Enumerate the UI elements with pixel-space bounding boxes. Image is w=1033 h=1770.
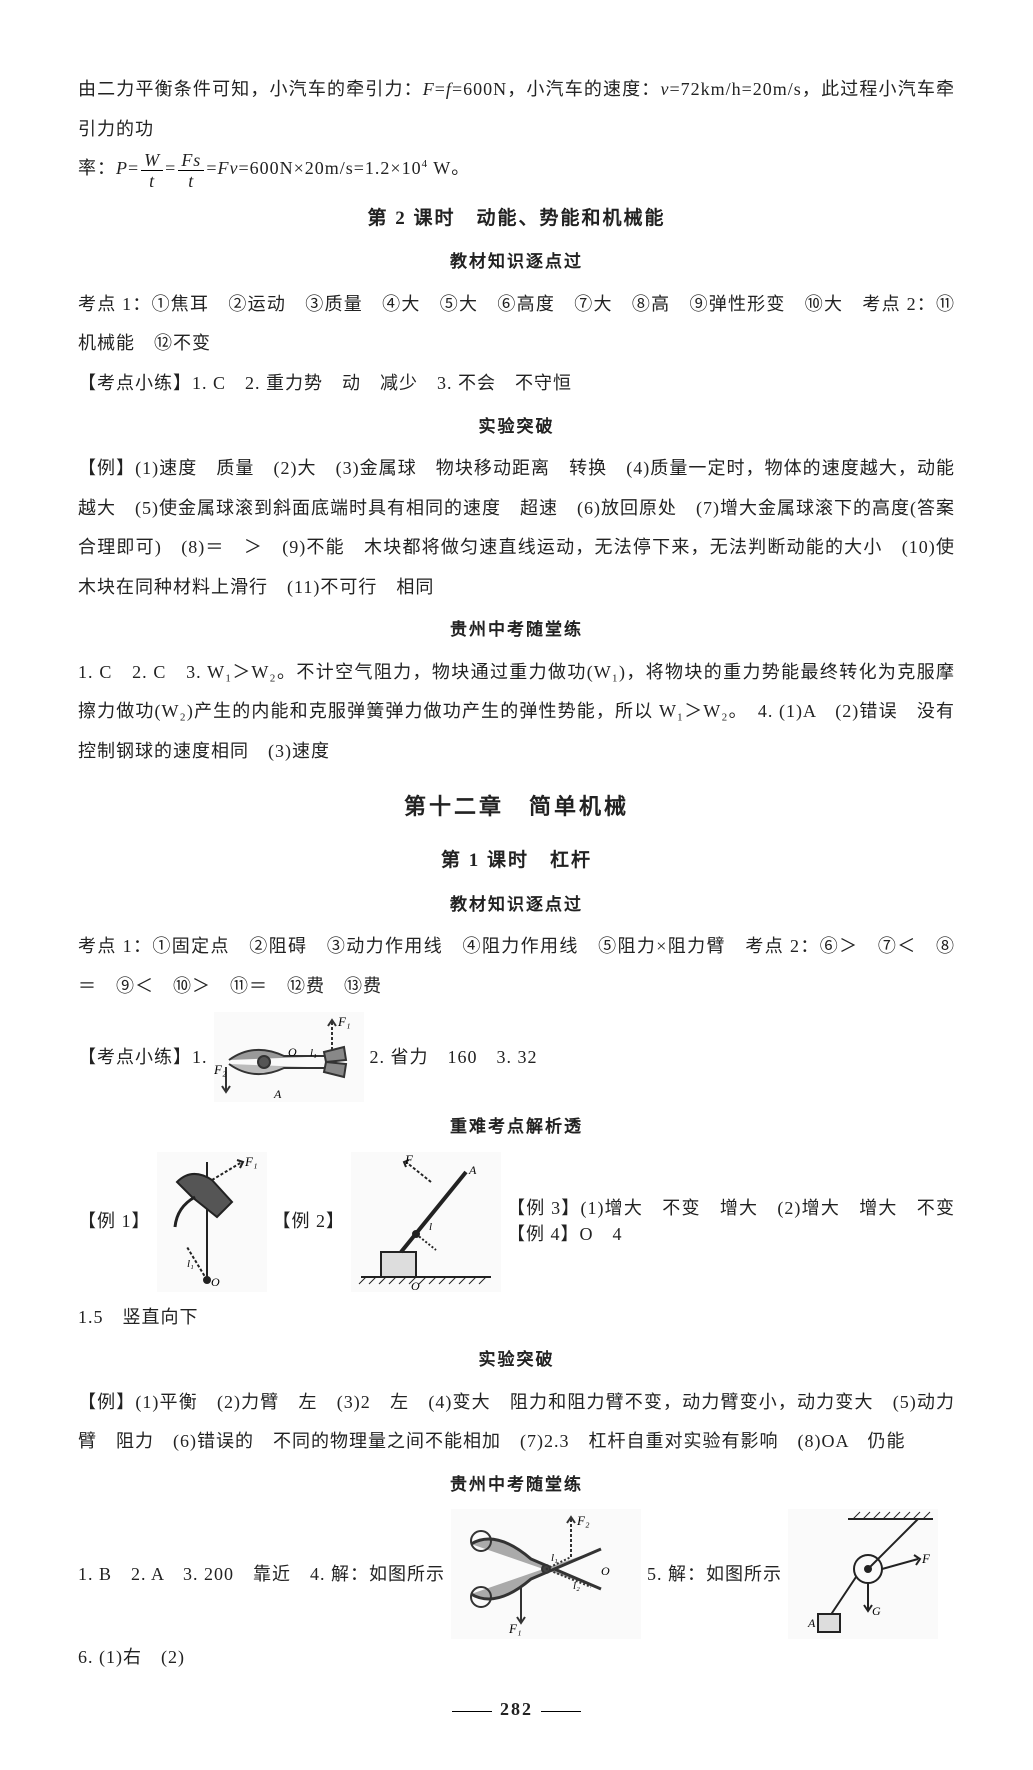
sc-F2: F₂ [576, 1513, 590, 1528]
sym-F: F [423, 79, 435, 99]
sec2-li: 【例】(1)速度 质量 (2)大 (3)金属球 物块移动距离 转换 (4)质量一… [78, 449, 955, 607]
crowbar-figure: F A l O [351, 1152, 501, 1292]
eq2: = [128, 158, 139, 178]
ch12-kd: 考点 1：①固定点 ②阻碍 ③动力作用线 ④阻力作用线 ⑤阻力×阻力臂 考点 2… [78, 927, 955, 1006]
fraction-Fs-t: Fst [178, 151, 204, 190]
gz-b: 5. 解：如图所示 [647, 1562, 782, 1587]
crowbar-A: A [468, 1163, 477, 1177]
sec2-title: 第 2 课时 动能、势能和机械能 [78, 198, 955, 240]
ch12-sub2: 重难考点解析透 [78, 1108, 955, 1145]
hammer-l1: l₁ [187, 1258, 194, 1270]
sc-l2: l₂ [573, 1580, 580, 1592]
sc-l1: l₁ [551, 1552, 558, 1564]
pulley-figure: F G A [788, 1509, 938, 1639]
crowbar-O: O [411, 1279, 420, 1292]
sec2-sub1: 教材知识逐点过 [78, 243, 955, 280]
pulley-F: F [921, 1551, 931, 1566]
intro-paragraph: 由二力平衡条件可知，小汽车的牵引力：F=f=600N，小汽车的速度：v=72km… [78, 70, 955, 149]
ex-tail: 1.5 竖直向下 [78, 1298, 955, 1338]
intro-text-1b: =600N，小汽车的速度： [452, 79, 661, 99]
ex1-label: 【例 1】 [78, 1209, 151, 1234]
frac2-den: t [178, 171, 204, 190]
intro-formula-line: 率：P=Wt=Fst=Fv=600N×20m/s=1.2×104 W。 [78, 149, 955, 189]
ch12-sub3: 实验突破 [78, 1341, 955, 1378]
sec2-gz: 1. C 2. C 3. W₁＞W₂。不计空气阻力，物块通过重力做功(W₁)，将… [78, 653, 955, 772]
pliers-figure: F₁ F₂ O l₁ A [214, 1012, 364, 1102]
intro-text-2a: 率： [78, 158, 116, 178]
hammer-O: O [211, 1275, 220, 1289]
page-number: 282 [78, 1690, 955, 1730]
ch12-sub1: 教材知识逐点过 [78, 886, 955, 923]
hammer-figure: F₁ O l₁ [157, 1152, 267, 1292]
kdxl-pre: 【考点小练】1. [78, 1045, 208, 1070]
frac1-num: W [141, 151, 163, 171]
pulley-G: G [872, 1604, 881, 1618]
crowbar-F: F [404, 1152, 414, 1167]
frac1-den: t [141, 171, 163, 190]
ch12-sy: 【例】(1)平衡 (2)力臂 左 (3)2 左 (4)变大 阻力和阻力臂不变，动… [78, 1383, 955, 1462]
sym-P: P [116, 158, 128, 178]
fraction-W-t: Wt [141, 151, 163, 190]
sec2-kd1: 考点 1：①焦耳 ②运动 ③质量 ④大 ⑤大 ⑥高度 ⑦大 ⑧高 ⑨弹性形变 ⑩… [78, 285, 955, 364]
ex34-text: 【例 3】(1)增大 不变 增大 (2)增大 增大 不变 【例 4】O 4 [507, 1196, 955, 1246]
gz-a: 1. B 2. A 3. 200 靠近 4. 解：如图所示 [78, 1562, 445, 1587]
sec2-sub3: 贵州中考随堂练 [78, 611, 955, 648]
pliers-F2: F₂ [214, 1062, 227, 1077]
intro-text-1: 由二力平衡条件可知，小汽车的牵引力： [78, 79, 423, 99]
eq3: = [165, 158, 176, 178]
pliers-l1: l₁ [310, 1047, 317, 1059]
sec2-sub2: 实验突破 [78, 408, 955, 445]
pliers-A: A [273, 1087, 282, 1101]
pliers-O: O [288, 1045, 297, 1059]
gz-row: 1. B 2. A 3. 200 靠近 4. 解：如图所示 F₂ F₁ l₁ l… [78, 1509, 955, 1670]
hammer-F1: F₁ [244, 1154, 257, 1169]
examples-row: 【例 1】 F₁ O l₁ 【例 2】 F A l O 【例 [78, 1152, 955, 1292]
kdxl-post: 2. 省力 160 3. 32 [370, 1045, 538, 1070]
frac2-num: Fs [178, 151, 204, 171]
ex2-label: 【例 2】 [273, 1209, 346, 1234]
pulley-A: A [807, 1616, 816, 1630]
intro-text-2b: =600N×20m/s=1.2×10 [238, 158, 421, 178]
sc-F1: F₁ [508, 1621, 521, 1636]
eq1: = [435, 79, 446, 99]
scissors-figure: F₂ F₁ l₁ l₂ O [451, 1509, 641, 1639]
ch12-lesson: 第 1 课时 杠杆 [78, 840, 955, 882]
ch12-sub4: 贵州中考随堂练 [78, 1466, 955, 1503]
intro-text-2c: W。 [428, 158, 470, 178]
ch12-title: 第十二章 简单机械 [78, 783, 955, 831]
eq4: = [206, 158, 217, 178]
sym-Fv: Fv [217, 158, 238, 178]
sec2-kdxl: 【考点小练】1. C 2. 重力势 动 减少 3. 不会 不守恒 [78, 364, 955, 404]
pliers-F1: F₁ [337, 1014, 350, 1029]
crowbar-l: l [429, 1221, 432, 1233]
kdxl-row: 【考点小练】1. F₁ F₂ O l₁ A 2. 省力 160 3. 32 [78, 1012, 955, 1102]
gz-c: 6. (1)右 (2) [78, 1645, 185, 1670]
sc-O: O [601, 1564, 610, 1578]
